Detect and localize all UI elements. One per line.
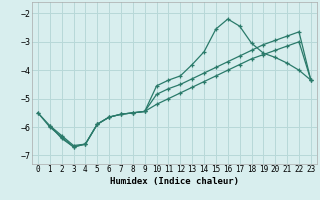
X-axis label: Humidex (Indice chaleur): Humidex (Indice chaleur) <box>110 177 239 186</box>
